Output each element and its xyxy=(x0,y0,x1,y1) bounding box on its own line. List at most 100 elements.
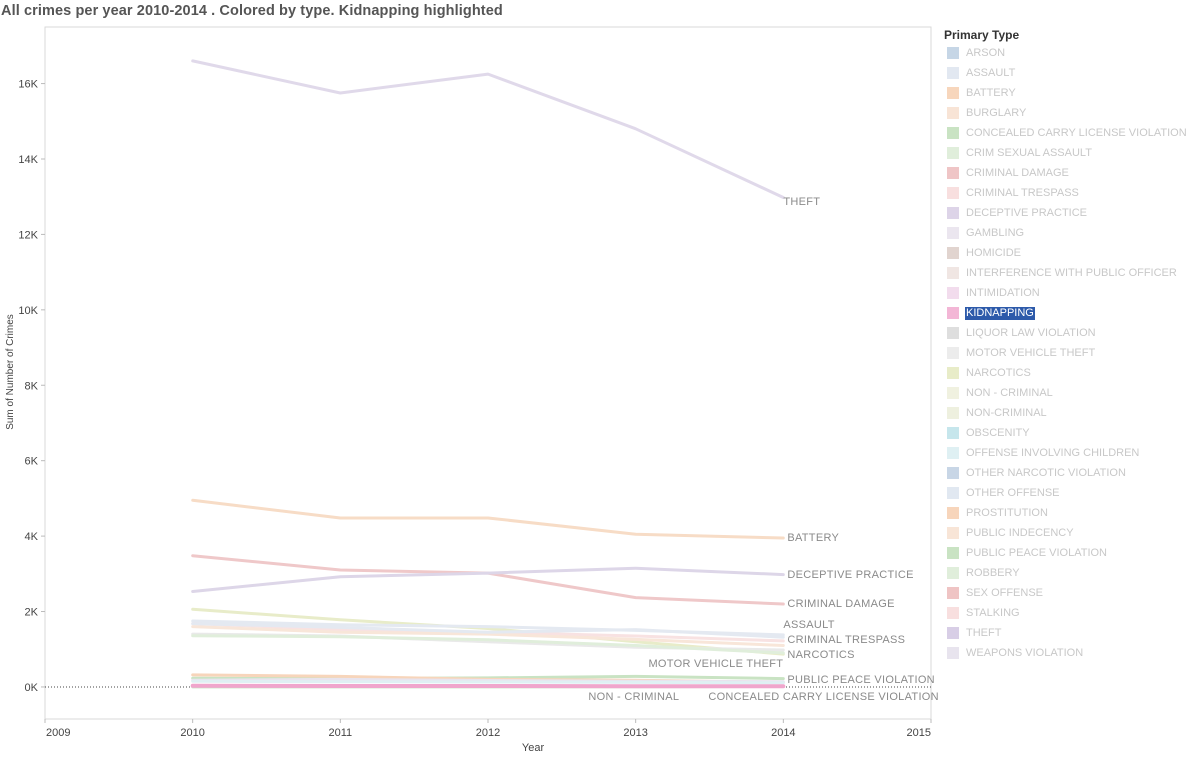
series-line-burglary[interactable] xyxy=(191,625,785,647)
legend-swatch xyxy=(947,507,959,519)
legend-label: DECEPTIVE PRACTICE xyxy=(966,206,1088,219)
legend-item-public-peace-violation[interactable]: PUBLIC PEACE VIOLATION xyxy=(944,543,1190,563)
legend-swatch xyxy=(947,487,959,499)
legend-item-criminal-trespass[interactable]: CRIMINAL TRESPASS xyxy=(944,183,1190,203)
legend-swatch xyxy=(947,187,959,199)
legend-label: BURGLARY xyxy=(966,106,1027,119)
legend-label: THEFT xyxy=(966,626,1002,639)
legend-item-sex-offense[interactable]: SEX OFFENSE xyxy=(944,583,1190,603)
legend-swatch xyxy=(947,127,959,139)
legend-item-obscenity[interactable]: OBSCENITY xyxy=(944,423,1190,443)
x-tick-label: 2013 xyxy=(623,727,647,739)
legend-item-public-indecency[interactable]: PUBLIC INDECENCY xyxy=(944,523,1190,543)
legend-item-stalking[interactable]: STALKING xyxy=(944,603,1190,623)
legend-swatch xyxy=(947,327,959,339)
legend-swatch xyxy=(947,627,959,639)
end-label-criminal-trespass: CRIMINAL TRESPASS xyxy=(787,634,905,646)
y-axis-label: Sum of Number of Crimes xyxy=(5,314,16,430)
legend-label: MOTOR VEHICLE THEFT xyxy=(966,346,1096,359)
legend-item-arson[interactable]: ARSON xyxy=(944,43,1190,63)
legend-label: OTHER NARCOTIC VIOLATION xyxy=(966,466,1126,479)
legend-item-other-offense[interactable]: OTHER OFFENSE xyxy=(944,483,1190,503)
legend-label: OTHER OFFENSE xyxy=(966,486,1060,499)
legend-swatch xyxy=(947,207,959,219)
legend-item-homicide[interactable]: HOMICIDE xyxy=(944,243,1190,263)
legend-item-assault[interactable]: ASSAULT xyxy=(944,63,1190,83)
legend-item-offense-involving-children[interactable]: OFFENSE INVOLVING CHILDREN xyxy=(944,443,1190,463)
x-tick-label: 2009 xyxy=(46,727,70,739)
legend-swatch xyxy=(947,247,959,259)
end-label-non-criminal: NON - CRIMINAL xyxy=(588,691,679,703)
legend-item-liquor-law-violation[interactable]: LIQUOR LAW VIOLATION xyxy=(944,323,1190,343)
legend-swatch xyxy=(947,107,959,119)
legend-swatch xyxy=(947,527,959,539)
y-tick-label: 6K xyxy=(25,456,39,468)
legend-label: LIQUOR LAW VIOLATION xyxy=(966,326,1096,339)
legend-item-prostitution[interactable]: PROSTITUTION xyxy=(944,503,1190,523)
y-tick-label: 8K xyxy=(25,380,39,392)
legend-item-battery[interactable]: BATTERY xyxy=(944,83,1190,103)
legend-item-burglary[interactable]: BURGLARY xyxy=(944,103,1190,123)
legend-item-narcotics[interactable]: NARCOTICS xyxy=(944,363,1190,383)
legend-label: OBSCENITY xyxy=(966,426,1030,439)
y-tick-label: 14K xyxy=(18,154,38,166)
y-tick-label: 12K xyxy=(18,229,38,241)
series-line-battery[interactable] xyxy=(191,498,785,540)
legend-item-weapons-violation[interactable]: WEAPONS VIOLATION xyxy=(944,643,1190,663)
end-label-theft: THEFT xyxy=(783,196,820,208)
legend-item-other-narcotic-violation[interactable]: OTHER NARCOTIC VIOLATION xyxy=(944,463,1190,483)
legend-item-non-criminal[interactable]: NON - CRIMINAL xyxy=(944,383,1190,403)
legend-item-criminal-damage[interactable]: CRIMINAL DAMAGE xyxy=(944,163,1190,183)
legend-item-crim-sexual-assault[interactable]: CRIM SEXUAL ASSAULT xyxy=(944,143,1190,163)
y-tick-label: 10K xyxy=(18,305,38,317)
end-label-deceptive-practice: DECEPTIVE PRACTICE xyxy=(787,569,913,581)
end-label-assault: ASSAULT xyxy=(783,619,834,631)
legend-label: OFFENSE INVOLVING CHILDREN xyxy=(966,446,1140,459)
series-line-criminal-damage[interactable] xyxy=(191,554,785,606)
legend-items: ARSON ASSAULT BATTERY BURGLARY CONCEALED CAR… xyxy=(944,43,1190,663)
legend-swatch xyxy=(947,547,959,559)
chart-axes: 0K 2K 4K 6K 8K 10K 12K 14K 16K 2009 2010 2011 2012 20… xyxy=(5,26,932,754)
legend-label: STALKING xyxy=(966,606,1020,619)
y-tick-label: 4K xyxy=(25,531,39,543)
legend-item-deceptive-practice[interactable]: DECEPTIVE PRACTICE xyxy=(944,203,1190,223)
legend-item-intimidation[interactable]: INTIMIDATION xyxy=(944,283,1190,303)
end-label-criminal-damage: CRIMINAL DAMAGE xyxy=(787,598,894,610)
legend-label: CRIMINAL TRESPASS xyxy=(966,186,1079,199)
series-line-theft[interactable] xyxy=(191,59,785,199)
legend-item-gambling[interactable]: GAMBLING xyxy=(944,223,1190,243)
legend-label: NON - CRIMINAL xyxy=(966,386,1053,399)
legend-label: ASSAULT xyxy=(966,66,1016,79)
legend-item-non-criminal[interactable]: NON-CRIMINAL xyxy=(944,403,1190,423)
legend-item-concealed-carry-license-violation[interactable]: CONCEALED CARRY LICENSE VIOLATION xyxy=(944,123,1190,143)
x-tick-label: 2014 xyxy=(771,727,795,739)
series-line-other-offense[interactable] xyxy=(191,622,785,639)
series-line-narcotics[interactable] xyxy=(191,607,785,656)
legend-swatch xyxy=(947,227,959,239)
legend-swatch xyxy=(947,587,959,599)
legend-label: WEAPONS VIOLATION xyxy=(966,646,1084,659)
legend-label: ROBBERY xyxy=(966,566,1020,579)
legend-item-interference-with-public-officer[interactable]: INTERFERENCE WITH PUBLIC OFFICER xyxy=(944,263,1190,283)
series-line-offense-involving-children[interactable] xyxy=(191,679,785,685)
legend-label: INTERFERENCE WITH PUBLIC OFFICER xyxy=(966,266,1177,279)
series-line-deceptive-practice[interactable] xyxy=(191,566,785,593)
legend-swatch xyxy=(947,367,959,379)
legend-swatch xyxy=(947,267,959,279)
y-tick-label: 16K xyxy=(18,79,38,91)
x-tick-label: 2011 xyxy=(329,727,353,739)
series-line-robbery[interactable] xyxy=(191,634,785,655)
legend-item-robbery[interactable]: ROBBERY xyxy=(944,563,1190,583)
end-label-concealed-carry-license-violation: CONCEALED CARRY LICENSE VIOLATION xyxy=(708,691,939,703)
legend-swatch xyxy=(947,47,959,59)
legend-swatch xyxy=(947,567,959,579)
legend-label: INTIMIDATION xyxy=(966,286,1040,299)
legend-item-motor-vehicle-theft[interactable]: MOTOR VEHICLE THEFT xyxy=(944,343,1190,363)
chart-title: All crimes per year 2010-2014 . Colored … xyxy=(1,3,503,19)
legend-swatch xyxy=(947,407,959,419)
legend-item-theft[interactable]: THEFT xyxy=(944,623,1190,643)
legend-swatch xyxy=(947,167,959,179)
legend-item-kidnapping[interactable]: KIDNAPPING xyxy=(944,303,1190,323)
legend-label: CONCEALED CARRY LICENSE VIOLATION xyxy=(966,126,1187,139)
